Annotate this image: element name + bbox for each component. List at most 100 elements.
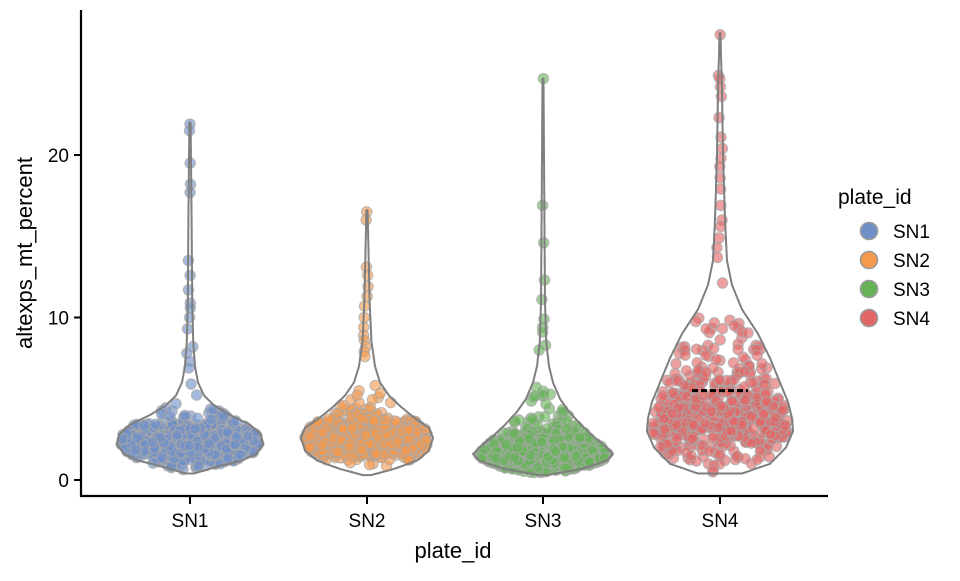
data-point: [549, 445, 562, 458]
x-ticks: SN1 SN2 SN3 SN4: [172, 497, 739, 532]
data-point: [391, 434, 404, 447]
data-point: [658, 412, 671, 425]
data-point: [732, 343, 744, 356]
data-point: [205, 413, 218, 426]
data-point: [764, 428, 777, 440]
data-point: [700, 349, 712, 361]
data-point: [779, 419, 792, 432]
data-point: [714, 448, 726, 461]
data-point: [184, 186, 196, 199]
data-point: [304, 431, 316, 443]
data-point: [366, 393, 379, 406]
data-point: [680, 364, 693, 377]
legend-key-sn4: [859, 308, 879, 328]
data-point: [690, 343, 703, 355]
data-point: [685, 449, 697, 462]
data-point: [367, 415, 380, 427]
data-point: [178, 409, 191, 422]
data-point: [769, 411, 782, 424]
data-point: [657, 389, 669, 402]
violin-outline: [646, 32, 794, 475]
data-point: [739, 394, 751, 406]
violin-sn4: [646, 29, 794, 478]
data-point: [203, 437, 215, 450]
data-point: [538, 411, 551, 423]
data-point: [707, 465, 719, 477]
data-point: [707, 342, 720, 355]
data-point: [573, 431, 586, 444]
data-point: [156, 451, 168, 464]
data-point: [222, 452, 234, 464]
data-point: [700, 366, 712, 379]
x-axis-title: plate_id: [414, 538, 491, 563]
data-point: [184, 269, 196, 282]
data-point: [384, 396, 397, 409]
y-tick-label: 10: [48, 309, 69, 330]
data-point: [420, 434, 432, 447]
data-point: [705, 405, 718, 418]
data-point: [190, 389, 203, 401]
x-tick-label: SN4: [702, 511, 739, 532]
data-point: [170, 397, 182, 410]
data-point: [508, 427, 521, 440]
data-point: [526, 413, 539, 425]
data-point: [670, 358, 682, 370]
data-point: [739, 452, 752, 465]
data-point: [558, 451, 571, 464]
data-point: [523, 433, 535, 445]
y-tick-label: 0: [58, 471, 69, 492]
data-point: [687, 419, 700, 431]
data-point: [230, 430, 243, 443]
data-point: [714, 334, 726, 346]
data-point: [686, 432, 698, 445]
data-point: [400, 445, 412, 457]
data-point: [728, 319, 740, 332]
data-point: [171, 429, 184, 441]
data-point: [700, 323, 712, 335]
data-point: [544, 388, 556, 400]
data-point: [679, 349, 691, 361]
data-point: [192, 460, 205, 472]
data-point: [508, 451, 521, 464]
data-point: [234, 448, 246, 461]
legend: plate_id SN1 SN2 SN3 SN4: [838, 186, 930, 330]
data-point: [242, 430, 254, 442]
data-point: [747, 422, 759, 435]
violin-sn2: [299, 206, 434, 477]
legend-label-sn2: SN2: [893, 251, 930, 272]
data-point: [402, 424, 415, 436]
data-point: [355, 412, 367, 425]
data-points-sn1: [115, 118, 265, 476]
data-point: [708, 317, 721, 329]
data-point: [344, 456, 357, 469]
data-point: [535, 436, 548, 448]
data-point: [346, 422, 358, 435]
data-point: [738, 365, 751, 378]
data-point: [332, 446, 344, 458]
data-point: [541, 423, 554, 435]
data-point: [351, 389, 363, 401]
data-point: [727, 357, 740, 369]
data-point: [511, 441, 524, 454]
data-point: [714, 81, 727, 93]
data-point: [713, 374, 726, 386]
data-point: [513, 414, 525, 426]
data-point: [659, 423, 671, 435]
data-point: [713, 232, 725, 244]
violin-sn1: [115, 118, 265, 476]
data-point: [146, 436, 159, 448]
legend-key-sn1: [859, 221, 879, 241]
data-point: [131, 431, 144, 444]
data-point: [149, 418, 162, 430]
data-point: [363, 458, 376, 471]
y-tick-label: 20: [48, 146, 69, 167]
data-point: [185, 378, 197, 390]
data-point: [183, 439, 196, 452]
data-point: [745, 410, 758, 422]
legend-label-sn3: SN3: [893, 280, 930, 301]
data-point: [725, 425, 737, 437]
data-point: [680, 390, 693, 403]
data-points-sn3: [473, 72, 614, 479]
legend-label-sn4: SN4: [893, 309, 930, 330]
